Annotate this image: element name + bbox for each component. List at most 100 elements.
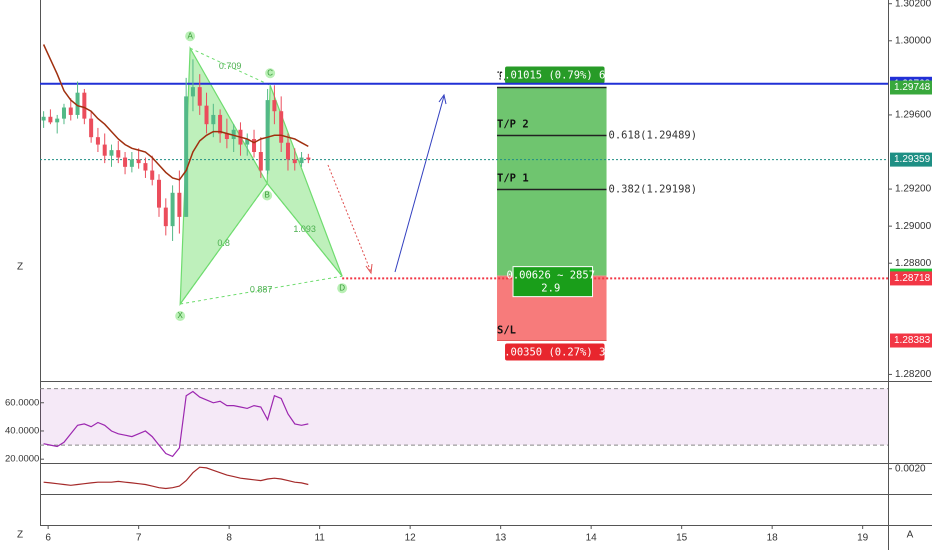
ratio-line: [266, 183, 343, 277]
candle-body: [116, 150, 121, 158]
candle-body: [204, 105, 209, 125]
x-tick-label: 19: [857, 533, 869, 544]
candle-body: [41, 116, 46, 121]
pattern-point: [175, 311, 186, 321]
pattern-point: [337, 283, 348, 294]
profit-label-box: [505, 66, 605, 84]
y-tick-label: 1.29000: [895, 221, 932, 232]
ratio-line: [189, 47, 271, 86]
candle-body: [245, 139, 250, 145]
stop-name: S/L: [497, 325, 516, 337]
candle-body: [55, 118, 60, 123]
rsi-tick-label: 60.0000: [5, 397, 39, 408]
candle-body: [163, 207, 168, 227]
candle-body: [150, 170, 155, 180]
pattern-point: [185, 31, 196, 42]
candle-body: [218, 114, 223, 134]
candle-body: [177, 192, 182, 217]
tp-label: 0.382(1.29198): [609, 183, 698, 195]
x-tick-label: 18: [767, 533, 779, 544]
candle-body: [68, 107, 73, 115]
y-tick-label: 1.28800: [895, 258, 932, 269]
pattern-point: [265, 68, 276, 79]
candle-body: [157, 179, 162, 208]
arrow-head: [438, 93, 447, 105]
ratio-label: 0.709: [219, 61, 242, 71]
candle-body: [285, 142, 290, 160]
stats-box: [512, 266, 594, 298]
candle-body: [95, 137, 100, 145]
pattern-point: [262, 190, 273, 201]
pattern-point-label: D: [339, 283, 345, 292]
price-label-box: [890, 271, 932, 286]
candle-body: [102, 144, 107, 156]
price-label: 1.28718: [894, 273, 931, 284]
candle-body: [299, 157, 304, 164]
candle-body: [123, 157, 128, 167]
arrow-head: [365, 263, 373, 275]
projection-arrow: [394, 95, 445, 273]
price-label: 1.29359: [894, 154, 931, 165]
tp-name: T/P 1: [497, 172, 529, 184]
y-tick-label: 1.29600: [895, 110, 932, 121]
candle-body: [48, 116, 53, 123]
ratio-label: 0.887: [250, 284, 273, 294]
x-tick-label: 14: [586, 533, 598, 544]
rsi-tick-label: 40.0000: [5, 425, 39, 436]
pattern-point-label: X: [178, 311, 184, 320]
pattern-point-label: C: [267, 68, 273, 77]
candle-body: [258, 152, 263, 171]
candle-body: [143, 163, 148, 171]
candle-body: [197, 87, 202, 106]
projection-arrow: [327, 164, 372, 273]
candle-body: [252, 139, 257, 152]
y-tick-label: 1.30000: [895, 35, 932, 46]
price-label-box: [890, 80, 932, 95]
x-tick-label: 12: [405, 533, 417, 544]
ratio-line: [179, 183, 268, 305]
candle-body: [75, 92, 80, 115]
toolbar-icon[interactable]: Z: [17, 262, 23, 273]
candle-body: [211, 114, 216, 125]
toolbar-icon[interactable]: Z: [17, 530, 23, 541]
candle-body: [306, 157, 311, 160]
auto-scale-button[interactable]: A: [907, 530, 914, 541]
tp-name: T/P 2: [497, 119, 529, 131]
y-tick-label: 1.28200: [895, 369, 932, 380]
osc-line: [43, 466, 309, 490]
x-tick-label: 8: [226, 533, 232, 544]
candle-body: [279, 111, 284, 143]
ratio-label: 1.093: [293, 224, 316, 234]
profit-zone: [497, 87, 607, 276]
tp-label: 0.618(1.29489): [609, 130, 698, 142]
rsi-tick-label: 20.0000: [5, 454, 39, 465]
stats-label: 0.00626 ~ 2857: [507, 270, 596, 282]
osc-tick-label: 0.0020: [895, 463, 926, 474]
pattern-point-label: A: [187, 31, 193, 40]
candle-body: [89, 118, 94, 138]
y-tick-label: 1.29200: [895, 184, 932, 195]
candle-body: [292, 159, 297, 164]
price-label: 1.29748: [894, 82, 931, 93]
pattern-point-label: B: [264, 191, 269, 200]
candle-body: [129, 159, 134, 167]
candle-body: [170, 192, 175, 227]
candle-body: [184, 96, 189, 217]
candle-body: [190, 87, 195, 97]
ratio-label: 0.8: [217, 238, 230, 248]
candle-body: [82, 92, 87, 119]
x-tick-label: 6: [45, 533, 51, 544]
loss-label: 0.00350 (0.27%) 30: [498, 347, 612, 359]
candle-body: [224, 133, 229, 140]
candle-body: [265, 100, 270, 171]
x-tick-label: 15: [676, 533, 688, 544]
candle-body: [272, 100, 277, 112]
price-label-box: [890, 152, 932, 167]
ratio-label: 2.9: [541, 283, 560, 295]
x-tick-label: 11: [314, 533, 325, 544]
rsi-band: [40, 388, 888, 446]
candle-body: [231, 129, 236, 140]
candle-body: [136, 159, 141, 164]
